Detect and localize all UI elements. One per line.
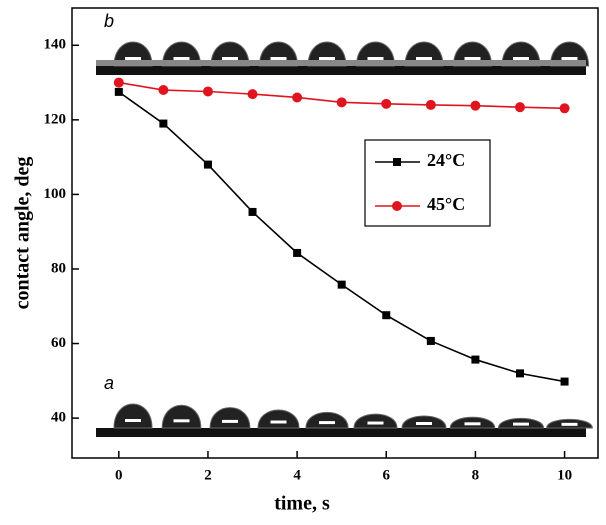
droplet-reflection bbox=[561, 57, 578, 60]
marker bbox=[426, 336, 435, 345]
droplet-reflection bbox=[173, 57, 190, 60]
droplet-reflection bbox=[270, 57, 287, 60]
inset-substrate-shadow bbox=[96, 60, 586, 66]
legend-label: 24°C bbox=[427, 150, 465, 170]
y-axis-label: contact angle, deg bbox=[12, 157, 34, 310]
marker bbox=[337, 280, 346, 289]
inset-substrate bbox=[96, 66, 586, 75]
droplet-reflection bbox=[270, 420, 287, 424]
x-axis-label: time, s bbox=[274, 493, 330, 515]
droplet-reflection bbox=[416, 422, 432, 425]
inset-label: b bbox=[104, 11, 114, 31]
marker bbox=[381, 98, 392, 109]
droplet-reflection bbox=[416, 57, 432, 60]
y-tick-label: 40 bbox=[51, 410, 66, 426]
legend-marker bbox=[392, 201, 402, 211]
inset-substrate bbox=[96, 428, 586, 437]
marker bbox=[471, 355, 480, 364]
marker bbox=[158, 85, 169, 96]
y-tick-label: 140 bbox=[44, 37, 67, 53]
marker bbox=[114, 87, 123, 96]
droplet-reflection bbox=[464, 57, 481, 60]
droplet-reflection bbox=[319, 421, 335, 425]
droplet-reflection bbox=[125, 419, 141, 422]
legend-label: 45°C bbox=[427, 194, 465, 214]
marker bbox=[248, 207, 257, 216]
x-tick-label: 6 bbox=[383, 467, 391, 483]
legend-marker bbox=[393, 158, 401, 166]
marker bbox=[247, 89, 258, 100]
marker bbox=[292, 92, 303, 103]
droplet bbox=[305, 411, 349, 429]
x-tick-label: 4 bbox=[293, 467, 301, 483]
x-tick-label: 2 bbox=[204, 467, 212, 483]
droplet-reflection bbox=[561, 422, 578, 426]
x-tick-label: 8 bbox=[472, 467, 480, 483]
marker bbox=[515, 369, 524, 378]
droplet bbox=[209, 407, 251, 429]
x-tick-label: 0 bbox=[115, 467, 123, 483]
droplet-reflection bbox=[464, 422, 481, 426]
plot-frame bbox=[71, 7, 599, 459]
marker bbox=[559, 103, 570, 114]
marker bbox=[113, 77, 124, 88]
droplet-reflection bbox=[173, 419, 190, 423]
series-line bbox=[118, 91, 565, 383]
x-tick-label: 10 bbox=[557, 467, 572, 483]
droplet-reflection bbox=[367, 421, 384, 425]
marker bbox=[425, 99, 436, 110]
marker bbox=[202, 86, 213, 97]
y-tick-label: 120 bbox=[44, 111, 67, 127]
marker bbox=[203, 160, 212, 169]
droplet bbox=[353, 413, 398, 429]
droplet-reflection bbox=[222, 57, 238, 60]
droplet bbox=[257, 409, 300, 429]
y-tick-label: 100 bbox=[44, 186, 67, 202]
marker bbox=[514, 102, 525, 113]
legend-box bbox=[364, 139, 491, 227]
droplet bbox=[113, 403, 153, 429]
marker bbox=[336, 97, 347, 108]
marker bbox=[560, 377, 569, 386]
marker bbox=[293, 248, 302, 257]
droplet-reflection bbox=[513, 57, 529, 60]
droplet-reflection bbox=[319, 57, 335, 60]
droplet-reflection bbox=[125, 57, 141, 60]
marker bbox=[159, 119, 168, 128]
droplet-reflection bbox=[513, 422, 529, 426]
y-tick-label: 80 bbox=[51, 260, 66, 276]
y-tick-label: 60 bbox=[51, 335, 66, 351]
droplet-reflection bbox=[222, 419, 238, 423]
droplet bbox=[161, 404, 202, 429]
marker bbox=[382, 311, 391, 320]
inset-label: a bbox=[104, 373, 114, 393]
marker bbox=[470, 100, 481, 111]
droplet-reflection bbox=[367, 57, 384, 60]
